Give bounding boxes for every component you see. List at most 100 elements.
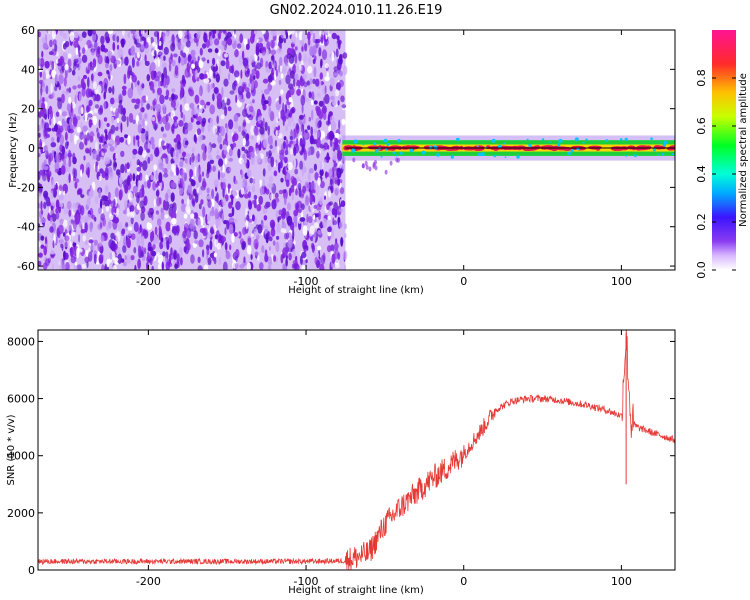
noise-speck xyxy=(150,37,154,44)
noise-speck xyxy=(80,205,85,216)
signal-trail-speck xyxy=(389,160,393,166)
noise-speck xyxy=(59,218,65,225)
noise-speck xyxy=(81,54,88,63)
noise-speck xyxy=(262,138,268,149)
noise-speck xyxy=(166,162,171,170)
noise-speck xyxy=(154,123,157,131)
noise-speck xyxy=(171,34,175,45)
noise-speck xyxy=(279,160,283,169)
noise-speck xyxy=(199,73,205,80)
noise-speck xyxy=(134,52,137,59)
noise-speck xyxy=(315,78,320,87)
noise-speck xyxy=(214,47,219,54)
y-tick-label: 60 xyxy=(21,24,35,37)
noise-speck xyxy=(180,50,184,56)
y-tick-label: 40 xyxy=(21,63,35,76)
noise-speck xyxy=(269,145,273,149)
noise-speck xyxy=(159,146,163,154)
noise-speck xyxy=(179,161,184,168)
noise-speck xyxy=(43,165,49,171)
noise-speck xyxy=(147,246,153,252)
noise-speck xyxy=(67,220,72,232)
noise-speck xyxy=(95,161,99,167)
noise-speck xyxy=(56,97,63,102)
noise-speck xyxy=(119,188,124,199)
noise-speck xyxy=(249,135,255,140)
noise-speck xyxy=(254,251,259,256)
noise-speck xyxy=(221,197,227,207)
noise-speck xyxy=(93,239,98,246)
noise-speck xyxy=(105,157,111,165)
noise-speck xyxy=(61,93,65,104)
noise-speck xyxy=(163,55,166,61)
noise-speck xyxy=(206,83,212,93)
noise-speck xyxy=(222,261,228,270)
noise-speck xyxy=(164,95,169,100)
noise-speck xyxy=(142,160,148,172)
noise-speck xyxy=(235,94,238,104)
y-tick-label: -60 xyxy=(17,260,35,273)
noise-speck xyxy=(289,86,295,96)
noise-speck xyxy=(162,199,166,211)
noise-speck xyxy=(155,44,158,52)
noise-speck xyxy=(115,231,121,243)
noise-speck xyxy=(338,221,343,229)
noise-speck xyxy=(198,203,202,210)
noise-speck xyxy=(273,255,277,262)
signal-speck xyxy=(625,154,628,157)
noise-speck xyxy=(225,186,228,192)
noise-speck xyxy=(319,180,325,189)
noise-speck xyxy=(201,57,206,62)
noise-speck xyxy=(202,206,206,218)
noise-speck xyxy=(277,125,280,131)
noise-speck xyxy=(129,210,135,219)
signal-trail-speck xyxy=(374,165,378,171)
noise-speck xyxy=(41,209,44,215)
noise-speck xyxy=(81,263,87,269)
noise-speck xyxy=(240,69,243,79)
noise-speck xyxy=(101,264,105,270)
noise-speck xyxy=(300,203,305,210)
noise-speck xyxy=(146,222,153,230)
noise-speck xyxy=(204,103,207,110)
noise-speck xyxy=(139,188,144,198)
noise-speck xyxy=(45,236,48,245)
noise-speck xyxy=(99,241,103,247)
signal-speck xyxy=(395,154,398,157)
noise-speck xyxy=(140,99,144,108)
noise-speck xyxy=(87,113,93,118)
noise-speck xyxy=(76,247,79,259)
noise-speck xyxy=(310,181,317,192)
noise-speck xyxy=(51,92,55,98)
signal-speck xyxy=(650,137,653,140)
noise-speck xyxy=(314,172,319,181)
noise-speck xyxy=(173,53,178,58)
noise-speck xyxy=(105,62,109,69)
signal-core xyxy=(534,145,541,150)
noise-speck xyxy=(72,114,77,122)
noise-speck xyxy=(176,141,182,150)
noise-speck xyxy=(257,255,260,261)
noise-speck xyxy=(175,37,178,47)
noise-speck xyxy=(40,107,45,115)
noise-speck xyxy=(219,172,226,178)
noise-speck xyxy=(291,192,294,201)
signal-speck xyxy=(528,143,532,148)
noise-speck xyxy=(241,146,245,152)
colorbar-tick-label: 0.6 xyxy=(695,117,708,135)
noise-speck xyxy=(82,222,85,231)
noise-speck xyxy=(344,232,347,239)
noise-speck xyxy=(307,65,313,74)
noise-speck xyxy=(114,32,117,43)
noise-speck xyxy=(49,110,54,120)
noise-speck xyxy=(225,251,231,260)
signal-speck xyxy=(657,153,659,156)
noise-speck xyxy=(284,165,288,176)
signal-speck xyxy=(557,142,560,145)
noise-speck xyxy=(150,62,156,71)
signal-speck xyxy=(491,138,496,143)
noise-speck xyxy=(63,190,66,195)
noise-speck xyxy=(264,35,269,42)
noise-speck xyxy=(282,189,287,194)
